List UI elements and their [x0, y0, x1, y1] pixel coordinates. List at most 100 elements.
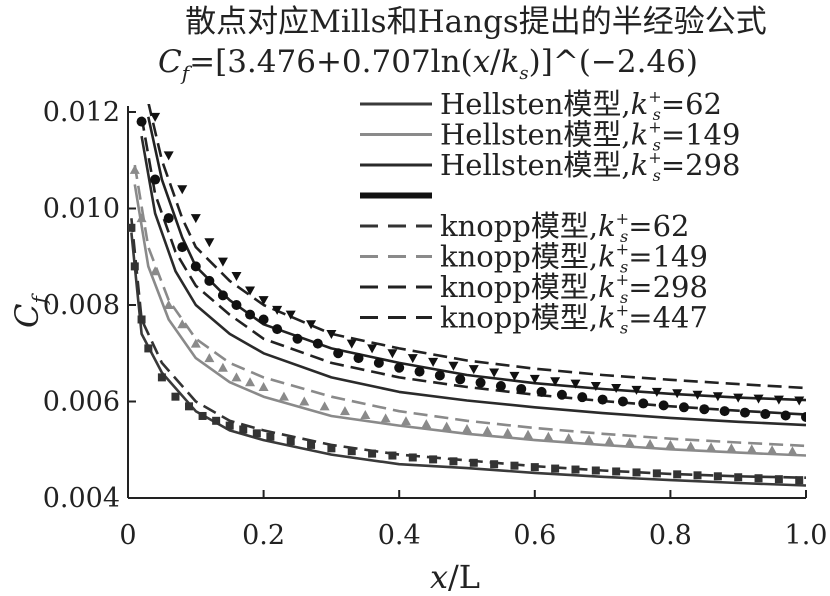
legend-label: Hellsten模型,k+ s=298: [440, 148, 740, 185]
scatter-point-triangle-down-447: [306, 320, 317, 330]
scatter-point-triangle-down-447: [753, 394, 764, 404]
scatter-point-triangle-149: [150, 266, 161, 276]
scatter-point-square-62: [185, 402, 194, 411]
scatter-point-triangle-down-447: [150, 112, 161, 122]
scatter-point-triangle-down-447: [611, 383, 622, 393]
scatter-point-triangle-down-447: [773, 395, 784, 405]
series-line-knopp-447: [147, 104, 806, 390]
scatter-point-circle-298: [516, 383, 527, 394]
scatter-point-square-62: [286, 437, 295, 446]
scatter-point-square-62: [591, 466, 600, 475]
scatter-point-square-62: [408, 453, 417, 462]
scatter-point-square-62: [307, 440, 316, 449]
scatter-point-triangle-down-447: [631, 385, 642, 395]
scatter-point-circle-298: [536, 386, 547, 397]
x-axis-label: x/L: [430, 558, 480, 596]
subtitle-eq: =[3.476+0.707ln(: [189, 44, 473, 80]
subtitle-tail: )]^(−2.46): [529, 44, 698, 80]
plot-area: [128, 104, 806, 487]
scatter-point-square-62: [734, 473, 743, 482]
scatter-point-square-62: [652, 469, 661, 478]
scatter-point-square-62: [137, 315, 146, 324]
scatter-point-triangle-149: [163, 300, 174, 309]
scatter-point-triangle-down-447: [733, 393, 744, 403]
scatter-point-triangle-down-447: [346, 339, 357, 349]
scatter-point-square-62: [198, 411, 207, 420]
scatter-point-circle-298: [658, 400, 669, 411]
chart-subtitle: Cf=[3.476+0.707ln(x/ks)]^(−2.46): [158, 44, 698, 85]
scatter-point-circle-298: [455, 374, 466, 385]
scatter-point-triangle-down-447: [231, 272, 242, 282]
scatter-point-square-62: [239, 425, 248, 434]
scatter-point-triangle-down-447: [692, 390, 703, 400]
scatter-point-square-62: [144, 344, 153, 353]
y-tick-label: 0.006: [43, 387, 120, 418]
scatter-point-triangle-down-447: [407, 354, 418, 364]
scatter-point-triangle-down-447: [367, 344, 378, 354]
scatter-point-square-62: [530, 463, 539, 472]
scatter-point-triangle-149: [563, 433, 574, 443]
scatter-point-triangle-149: [299, 396, 310, 406]
series-group: [128, 104, 806, 487]
scatter-point-circle-298: [780, 410, 791, 421]
scatter-point-triangle-down-447: [245, 286, 256, 296]
scatter-point-circle-298: [556, 389, 567, 400]
scatter-point-triangle-149: [462, 424, 472, 434]
scatter-point-circle-298: [760, 409, 771, 420]
series-line-hellsten-62: [130, 232, 806, 487]
x-tick-label: 0.2: [242, 520, 285, 551]
scatter-point-square-62: [368, 449, 377, 458]
scatter-point-triangle-down-447: [326, 329, 337, 339]
scatter-point-triangle-down-447: [570, 379, 581, 389]
scatter-point-circle-298: [678, 402, 689, 413]
scatter-point-triangle-down-447: [590, 382, 601, 392]
scatter-point-triangle-down-447: [448, 361, 459, 371]
scatter-point-circle-298: [163, 213, 174, 224]
scatter-point-circle-298: [394, 362, 405, 373]
scatter-point-circle-298: [353, 353, 364, 364]
y-tick-label: 0.012: [43, 97, 120, 128]
y-axis-label: Cf: [8, 292, 51, 327]
scatter-point-circle-298: [597, 394, 608, 405]
scatter-point-triangle-149: [624, 437, 635, 447]
scatter-point-circle-298: [373, 357, 384, 368]
y-tick-label: 0.008: [43, 290, 120, 321]
scatter-point-triangle-149: [360, 410, 371, 420]
scatter-point-circle-298: [434, 370, 445, 381]
scatter-point-triangle-down-447: [217, 257, 228, 267]
scatter-point-circle-298: [577, 392, 588, 403]
scatter-point-triangle-down-447: [509, 371, 520, 381]
scatter-point-circle-298: [801, 411, 806, 422]
series-line-hellsten-149: [133, 184, 806, 457]
scatter-point-square-62: [252, 429, 261, 438]
scatter-point-triangle-149: [217, 362, 228, 372]
scatter-point-triangle-149: [502, 427, 513, 437]
scatter-point-square-62: [551, 464, 560, 473]
scatter-point-triangle-149: [204, 353, 215, 363]
legend-label: knopp模型,k+ s=62: [440, 209, 689, 246]
scatter-point-triangle-149: [706, 442, 717, 452]
scatter-point-triangle-149: [645, 438, 656, 448]
series-line-hellsten-447: [147, 116, 806, 402]
scatter-point-triangle-down-447: [204, 238, 215, 248]
scatter-point-square-62: [128, 223, 136, 232]
legend-label: knopp模型,k+ s=149: [440, 240, 708, 277]
scatter-point-triangle-149: [245, 377, 256, 387]
scatter-point-triangle-149: [441, 421, 452, 431]
scatter-point-square-62: [571, 465, 580, 474]
scatter-point-circle-298: [150, 174, 161, 185]
scatter-point-triangle-149: [258, 382, 269, 392]
scatter-point-square-62: [327, 444, 336, 453]
scatter-point-triangle-down-447: [428, 357, 439, 367]
scatter-point-triangle-149: [746, 444, 757, 454]
scatter-point-triangle-down-447: [177, 185, 188, 195]
scatter-point-triangle-down-447: [258, 296, 269, 306]
legend-label: knopp模型,k+ s=447: [440, 301, 708, 338]
scatter-point-square-62: [632, 468, 641, 477]
scatter-point-square-62: [225, 421, 234, 430]
scatter-point-triangle-149: [421, 419, 432, 429]
scatter-point-square-62: [693, 471, 702, 480]
scatter-point-triangle-149: [523, 429, 534, 439]
x-tick-label: 0: [119, 520, 136, 551]
subtitle-c: C: [158, 44, 182, 80]
